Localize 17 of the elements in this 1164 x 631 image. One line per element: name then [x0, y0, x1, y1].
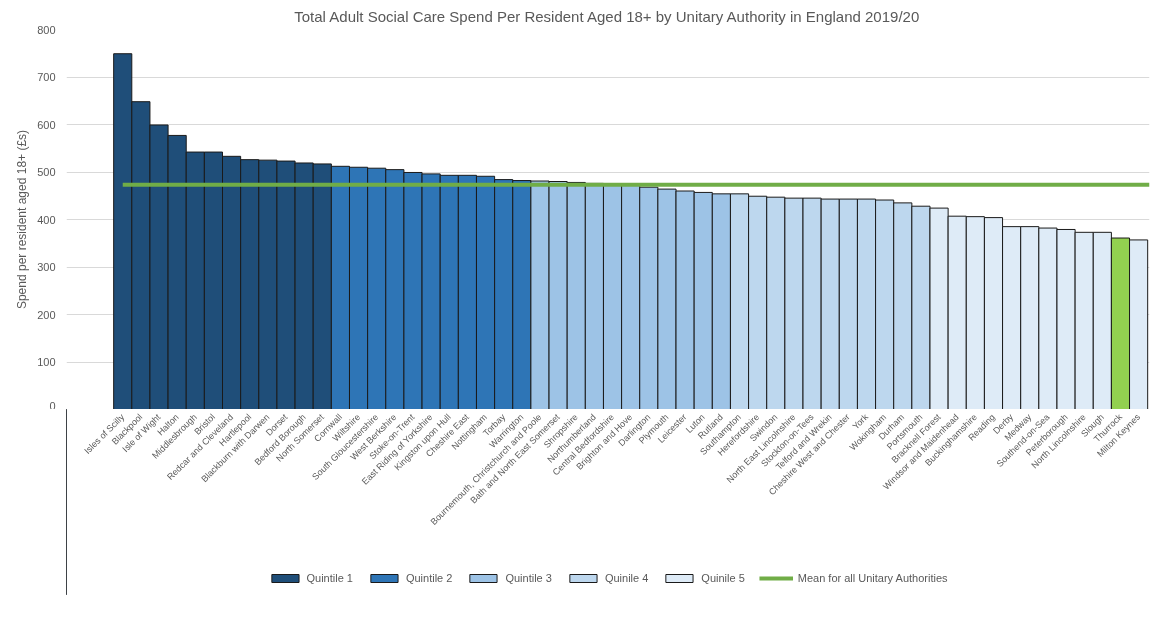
y-tick-label: 800 — [37, 23, 56, 36]
y-tick-label: 600 — [37, 118, 56, 131]
y-tick-label: 400 — [37, 213, 56, 226]
legend-label: Mean for all Unitary Authorities — [797, 572, 948, 584]
y-tick-label: 500 — [37, 166, 56, 178]
legend-label: Quintile 2 — [405, 572, 453, 584]
legend-label: Quinile 4 — [604, 572, 649, 584]
y-tick-label: 700 — [37, 71, 56, 83]
y-tick-label: 0 — [49, 399, 56, 412]
legend-label: Quintile 3 — [505, 572, 552, 584]
legend-label: Quinile 5 — [701, 572, 745, 584]
y-tick-label: 300 — [37, 261, 56, 273]
y-tick-label: 200 — [37, 308, 56, 321]
chart-title: Total Adult Social Care Spend Per Resident Aged 18+ by Unitary Authority in England 2019/20 — [294, 7, 920, 25]
y-axis-title: Spend per resident aged 18+ (£s) — [15, 129, 30, 310]
legend-label: Quintile 1 — [306, 572, 353, 584]
y-tick-label: 100 — [37, 356, 56, 368]
